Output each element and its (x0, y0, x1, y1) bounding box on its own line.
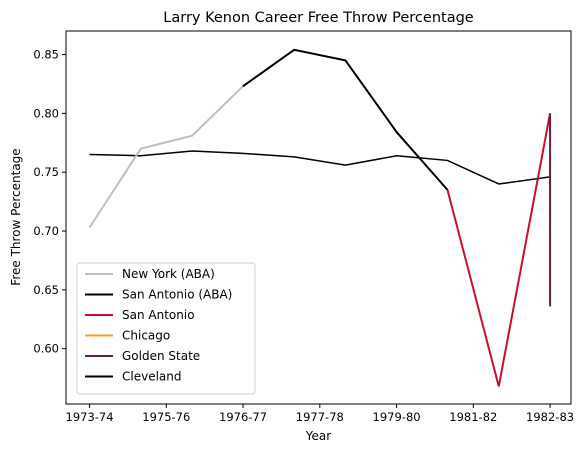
series-lines (88, 48, 552, 387)
y-tick-label: 0.65 (33, 283, 59, 297)
x-tick-label: 1975-76 (142, 410, 190, 424)
legend-label: Golden State (122, 349, 200, 363)
legend-label: New York (ABA) (122, 267, 215, 281)
legend-label: San Antonio (ABA) (122, 288, 232, 302)
x-tick-label: 1979-80 (373, 410, 421, 424)
y-tick-label: 0.85 (33, 48, 59, 62)
plot-area: 1973-74 1975-76 1976-77 1977-78 1979-80 1981-… (33, 30, 574, 424)
series-line-1 (242, 48, 449, 191)
x-tick-label: 1976-77 (219, 410, 267, 424)
series-line-0 (88, 85, 244, 229)
x-tick-label: 1982-83 (526, 410, 574, 424)
chart-title: Larry Kenon Career Free Throw Percentage (163, 10, 474, 26)
axes-frame (65, 30, 572, 405)
y-axis-label: Free Throw Percentage (9, 148, 23, 285)
y-tick-label: 0.70 (33, 224, 59, 238)
y-tick-label: 0.75 (33, 165, 59, 179)
legend-label: Chicago (122, 329, 170, 343)
x-tick-label: 1973-74 (66, 410, 114, 424)
legend-label: Cleveland (122, 370, 182, 384)
legend-box (76, 262, 256, 395)
legend: New York (ABA) San Antonio (ABA) San Anton… (76, 262, 256, 395)
legend-label: San Antonio (122, 308, 195, 322)
x-tick-label: 1977-78 (296, 410, 344, 424)
y-tick-label: 0.60 (33, 342, 59, 356)
series-line-5 (89, 150, 551, 185)
series-line-2 (446, 113, 552, 387)
y-tick-label: 0.80 (33, 106, 59, 120)
x-axis-label: Year (305, 429, 331, 443)
x-tick-label: 1981-82 (449, 410, 497, 424)
